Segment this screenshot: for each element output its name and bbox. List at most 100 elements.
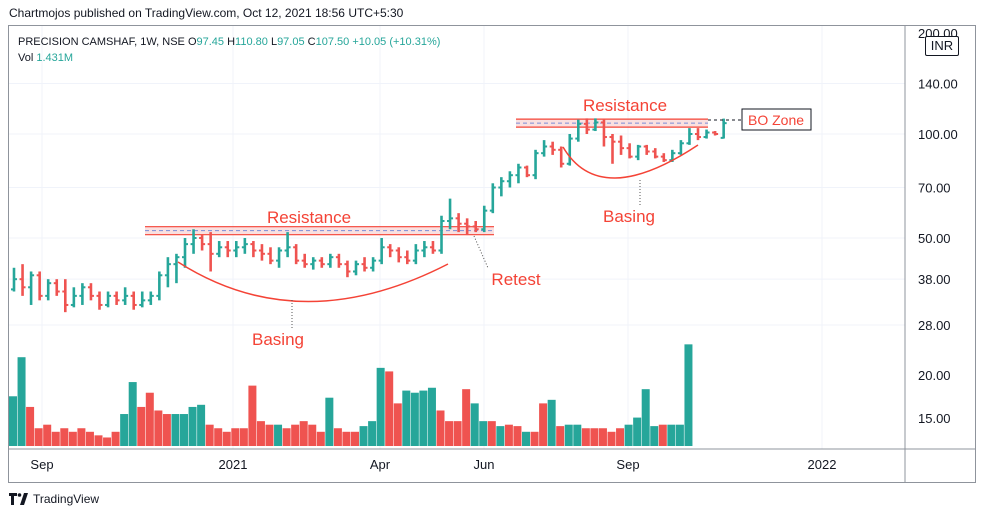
volume-bar (598, 428, 607, 446)
volume-bar (333, 428, 342, 446)
volume-bar (205, 424, 214, 446)
close-value: 107.50 (315, 36, 350, 48)
volume-bar (188, 406, 197, 446)
candle (164, 257, 171, 288)
tradingview-brand[interactable]: TradingView (9, 492, 99, 506)
candle (276, 247, 283, 268)
volume-bar (479, 421, 488, 446)
candle (626, 143, 633, 159)
volume-bar (274, 424, 283, 446)
candle (541, 140, 548, 157)
volume-bar (564, 424, 573, 446)
volume-bar (9, 396, 17, 446)
candle (45, 279, 52, 301)
volume-bar (111, 431, 120, 446)
volume-bar (60, 428, 69, 446)
volume-bar (513, 426, 522, 446)
candle (695, 128, 701, 141)
candle (677, 140, 684, 155)
volume-bar (342, 431, 351, 446)
volume-bar (68, 431, 77, 446)
volume-bar (556, 426, 565, 446)
candle (318, 257, 325, 268)
volume-bar (539, 403, 548, 446)
volume-bar (154, 410, 163, 446)
volume-bar (239, 428, 248, 446)
time-axis: Sep 2021 Apr Jun Sep 2022 (30, 457, 836, 472)
volume-bar (162, 414, 171, 446)
candle (549, 141, 556, 155)
price-tick-label: 38.00 (918, 272, 951, 287)
volume-bar (607, 431, 616, 446)
candle (583, 118, 590, 134)
candle (395, 247, 402, 263)
volume-bar (137, 406, 146, 446)
retest-label: Retest (491, 270, 540, 289)
volume-bar (222, 431, 231, 446)
candle (686, 128, 693, 145)
candle (241, 238, 248, 254)
candle (327, 253, 334, 268)
volume-bar (385, 371, 394, 446)
basing-2-label: Basing (603, 207, 655, 226)
volume-bar (26, 406, 35, 446)
candle (652, 148, 659, 159)
annotation-labels: Resistance Resistance Basing Basing Rete… (252, 96, 804, 349)
candle (464, 218, 471, 236)
candle (250, 241, 257, 258)
volume-bar (573, 424, 582, 446)
candle (720, 118, 727, 139)
candle (660, 153, 667, 162)
price-tick-label: 140.00 (918, 77, 958, 92)
volume-bar (265, 424, 274, 446)
volume-bar (487, 421, 496, 446)
retest-leader (473, 235, 489, 269)
candle (11, 267, 17, 292)
volume-bar (496, 426, 505, 446)
volume-bar (530, 431, 539, 446)
bo-zone-label: BO Zone (748, 112, 804, 128)
resistance-bands (145, 118, 708, 236)
candle (515, 163, 522, 184)
candle (36, 271, 43, 301)
candle (233, 241, 240, 258)
candle (506, 171, 513, 188)
basing-1-label: Basing (252, 330, 304, 349)
candle (147, 291, 154, 305)
candle (156, 271, 163, 301)
candle (361, 257, 368, 272)
high-label: H (227, 36, 236, 48)
volume-bar (316, 431, 325, 446)
volume-bar (581, 428, 590, 446)
volume-bar (94, 435, 103, 446)
basing-curve-1 (177, 261, 449, 303)
candle (173, 253, 180, 284)
candle (258, 244, 265, 261)
gridlines (9, 26, 905, 449)
candle (130, 291, 137, 310)
volume-bar (641, 389, 650, 446)
volume-bar (650, 426, 659, 446)
volume-bar (282, 428, 291, 446)
volume-bar (103, 437, 112, 446)
price-tick-label: 28.00 (918, 318, 951, 333)
candle (421, 241, 428, 258)
volume-bar (256, 421, 265, 446)
candle (139, 291, 146, 308)
candle (404, 250, 411, 265)
resistance-band (145, 226, 494, 235)
volume-bar (522, 431, 530, 446)
volume-bar (197, 404, 206, 446)
volume-bar (504, 424, 513, 446)
time-tick-label: Sep (30, 457, 53, 472)
volume-bar (684, 344, 693, 446)
symbol-name: PRECISION CAMSHAF, 1W, NSE (18, 36, 185, 48)
volume-bar (547, 399, 556, 446)
currency-badge[interactable]: INR (925, 36, 959, 56)
volume-bar (77, 428, 86, 446)
volume-bar (51, 431, 60, 446)
candle (429, 241, 436, 254)
time-tick-label: 2022 (808, 457, 837, 472)
volume-bar (462, 389, 471, 446)
